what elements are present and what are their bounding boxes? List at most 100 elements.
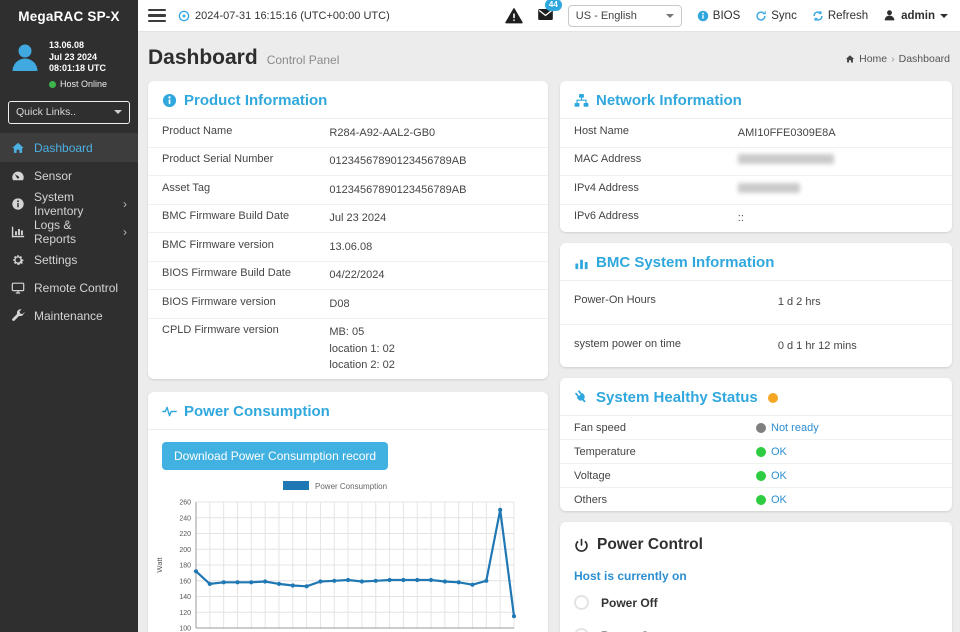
home-icon <box>846 55 855 63</box>
health-row: Others OK <box>574 493 787 506</box>
health-row: Temperature OK <box>560 440 952 464</box>
info-row: Power-On Hours 1 d 2 hrs <box>560 281 952 325</box>
status-link[interactable]: OK <box>771 445 787 458</box>
svg-text:180: 180 <box>179 563 191 570</box>
language-select[interactable]: US - English <box>567 4 682 27</box>
info-row: Product Serial Number 0123456789012345678… <box>148 148 548 176</box>
info-row: IPv6 Address:: <box>574 210 744 224</box>
bar-chart-icon <box>11 225 25 239</box>
status-dot <box>756 470 766 481</box>
card-title: Power Control <box>597 536 703 553</box>
system-healthy-status-card: System Healthy Status Fan speed Not ready… <box>560 378 952 511</box>
bios-button[interactable]: BIOS <box>697 10 740 22</box>
plug-icon <box>571 387 592 408</box>
system-datetime: 2024-07-31 16:15:16 (UTC+00:00 UTC) <box>178 10 390 22</box>
product-information-card: Product Information Product Name R284-A92… <box>148 81 548 379</box>
refresh-icon <box>813 10 823 21</box>
info-icon <box>11 197 25 211</box>
svg-text:Power Consumption: Power Consumption <box>315 482 387 491</box>
bmc-system-information-card: BMC System Information Power-On Hours 1 d… <box>560 243 952 367</box>
sidebar-item-sensor[interactable]: Sensor <box>0 162 138 190</box>
sidebar-item-label: Sensor <box>34 168 73 183</box>
svg-text:100: 100 <box>179 626 191 632</box>
profile-section: 13.06.08 Jul 23 2024 08:01:18 UTC Host O… <box>0 32 138 95</box>
mail-icon <box>537 8 553 20</box>
page-title: Dashboard <box>148 46 258 69</box>
quick-links-select[interactable]: Quick Links.. <box>8 100 130 124</box>
download-power-record-button[interactable]: Download Power Consumption record <box>162 442 389 470</box>
host-online-dot <box>49 81 56 89</box>
info-row: Host Name AMI10FFE0309E8A <box>560 119 952 148</box>
info-icon <box>162 93 177 108</box>
sidebar-item-settings[interactable]: Settings <box>0 246 138 274</box>
clock-icon <box>178 10 190 21</box>
health-row: Voltage OK <box>560 464 952 488</box>
radio-button[interactable] <box>574 628 589 632</box>
bar-chart-icon <box>575 259 588 270</box>
power-control-card: Power Control Host is currently on Power… <box>560 522 952 632</box>
status-link[interactable]: OK <box>771 493 787 506</box>
sidebar-item-label: Maintenance <box>34 308 103 323</box>
network-information-card: Network Information Host Name AMI10FFE030… <box>560 81 952 232</box>
svg-text:160: 160 <box>179 578 191 585</box>
top-bar: 2024-07-31 16:15:16 (UTC+00:00 UTC) 44 U… <box>138 0 960 32</box>
sync-button[interactable]: Sync <box>755 10 797 22</box>
status-dot <box>756 446 766 457</box>
chevron-down-icon <box>665 13 674 18</box>
svg-text:260: 260 <box>179 500 191 507</box>
chevron-right-icon: › <box>123 224 127 239</box>
sidebar-item-dashboard[interactable]: Dashboard <box>0 133 138 162</box>
alert-warning-icon[interactable] <box>505 7 523 24</box>
status-link[interactable]: Not ready <box>771 421 819 434</box>
page-subtitle: Control Panel <box>266 53 340 67</box>
power-consumption-card: Power Consumption Download Power Consump… <box>148 392 548 632</box>
mail-count-badge: 44 <box>544 0 562 11</box>
mail-notifications-button[interactable]: 44 <box>537 0 562 25</box>
card-title: System Healthy Status <box>596 389 758 406</box>
status-link[interactable]: OK <box>771 469 787 482</box>
firmware-version: 13.06.08 <box>49 40 85 50</box>
hamburger-menu-icon[interactable] <box>148 8 166 23</box>
svg-text:240: 240 <box>179 515 191 522</box>
info-row: Asset Tag 01234567890123456789AB <box>148 176 548 205</box>
host-status: Host Online <box>49 79 132 91</box>
radio-button[interactable] <box>574 595 589 610</box>
breadcrumb-home[interactable]: Home <box>859 53 888 65</box>
breadcrumb-current: Dashboard <box>898 53 950 65</box>
pulse-icon <box>162 404 177 419</box>
info-row: system power on time 0 d 1 hr 12 mins <box>574 337 857 352</box>
refresh-button[interactable]: Refresh <box>812 10 868 22</box>
gauge-icon <box>11 169 25 183</box>
sidebar-item-label: System Inventory <box>34 189 84 218</box>
card-title: Power Consumption <box>184 403 330 420</box>
network-sitemap-icon <box>574 93 589 107</box>
sidebar-item-label: Dashboard <box>34 140 93 155</box>
sidebar-item-logs-reports[interactable]: Logs & Reports › <box>0 218 138 246</box>
card-title: BMC System Information <box>596 254 775 271</box>
sidebar-item-maintenance[interactable]: Maintenance <box>0 302 138 330</box>
radio-label: Power Off <box>601 595 658 610</box>
breadcrumb: Home › Dashboard <box>845 53 950 65</box>
health-row: Fan speed Not ready <box>560 416 952 440</box>
chevron-down-icon <box>114 110 122 115</box>
power-option-power-on[interactable]: Power On <box>560 619 952 632</box>
redacted-value <box>737 182 800 193</box>
home-icon <box>11 141 25 155</box>
card-title: Network Information <box>596 92 742 109</box>
sync-icon <box>756 10 767 21</box>
user-icon <box>884 10 895 21</box>
info-row: BMC Firmware Build Date Jul 23 2024 <box>148 205 548 233</box>
power-option-power-off[interactable]: Power Off <box>560 586 952 619</box>
status-dot <box>756 422 766 433</box>
svg-text:140: 140 <box>179 594 191 601</box>
info-row: BMC Firmware version 13.06.08 <box>148 233 548 262</box>
sidebar: MegaRAC SP-X 13.06.08 Jul 23 2024 08:01:… <box>0 0 138 632</box>
user-menu[interactable]: admin <box>883 9 948 22</box>
gear-icon <box>11 253 25 267</box>
info-icon <box>697 10 709 21</box>
radio-label: Power On <box>601 629 657 632</box>
sidebar-item-system-inventory[interactable]: System Inventory › <box>0 190 138 218</box>
svg-text:220: 220 <box>179 531 191 538</box>
sidebar-item-remote-control[interactable]: Remote Control <box>0 274 138 302</box>
info-row: CPLD Firmware version MB: 05 location 1: … <box>162 324 395 371</box>
